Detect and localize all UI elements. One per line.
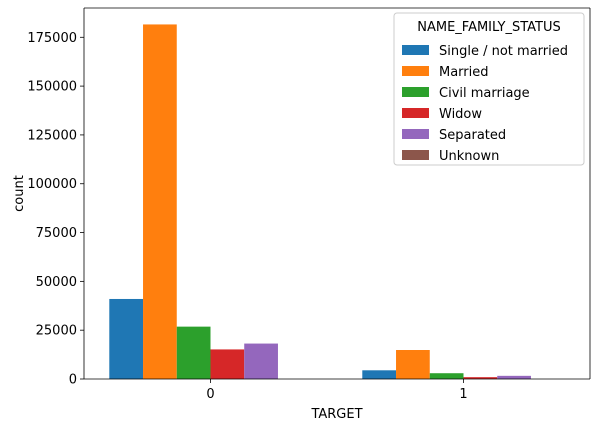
legend-label-unknown: Unknown	[439, 149, 499, 164]
legend-label-widow: Widow	[439, 107, 482, 122]
bar-married-1	[396, 350, 430, 379]
legend-swatch-civil-marriage	[402, 87, 429, 97]
legend-swatch-single-not-married	[402, 45, 429, 55]
axes-group: 0 25000 50000 75000 100000 125000 150000 175000…	[27, 7, 591, 402]
y-tick-label: 175000	[27, 31, 77, 46]
legend-swatch-widow	[402, 108, 429, 118]
x-tick-label: 1	[459, 387, 467, 402]
legend-box	[393, 12, 585, 166]
y-tick-label: 125000	[27, 128, 77, 143]
legend: NAME_FAMILY_STATUS Single / not married Ma…	[393, 12, 585, 166]
bar-single-not-married-0	[109, 298, 144, 379]
legend-label-single-not-married: Single / not married	[439, 44, 568, 59]
bar-widow-0	[210, 349, 245, 379]
bars-group	[109, 24, 531, 379]
y-tick-label: 150000	[27, 80, 77, 95]
bar-separated-1	[497, 375, 531, 379]
bar-separated-0	[244, 343, 278, 379]
legend-title: NAME_FAMILY_STATUS	[417, 20, 561, 35]
bar-single-not-married-1	[362, 370, 397, 379]
x-tick-label: 0	[206, 387, 214, 402]
legend-label-civil-marriage: Civil marriage	[439, 86, 530, 101]
legend-swatch-married	[402, 66, 429, 76]
legend-swatch-unknown	[402, 150, 429, 160]
y-tick-label: 100000	[27, 177, 77, 192]
x-axis-title: TARGET	[310, 407, 362, 422]
y-tick-label: 50000	[36, 275, 77, 290]
legend-swatch-separated	[402, 129, 429, 139]
bar-married-0	[143, 24, 177, 379]
bar-civil-marriage-0	[176, 326, 211, 379]
y-tick-label: 0	[69, 373, 77, 388]
legend-label-married: Married	[439, 65, 489, 80]
bar-civil-marriage-1	[429, 373, 464, 379]
y-tick-label: 25000	[36, 324, 77, 339]
y-axis-title: count	[12, 175, 27, 212]
y-tick-label: 75000	[36, 226, 77, 241]
legend-label-separated: Separated	[439, 128, 506, 143]
bar-widow-1	[463, 377, 498, 379]
